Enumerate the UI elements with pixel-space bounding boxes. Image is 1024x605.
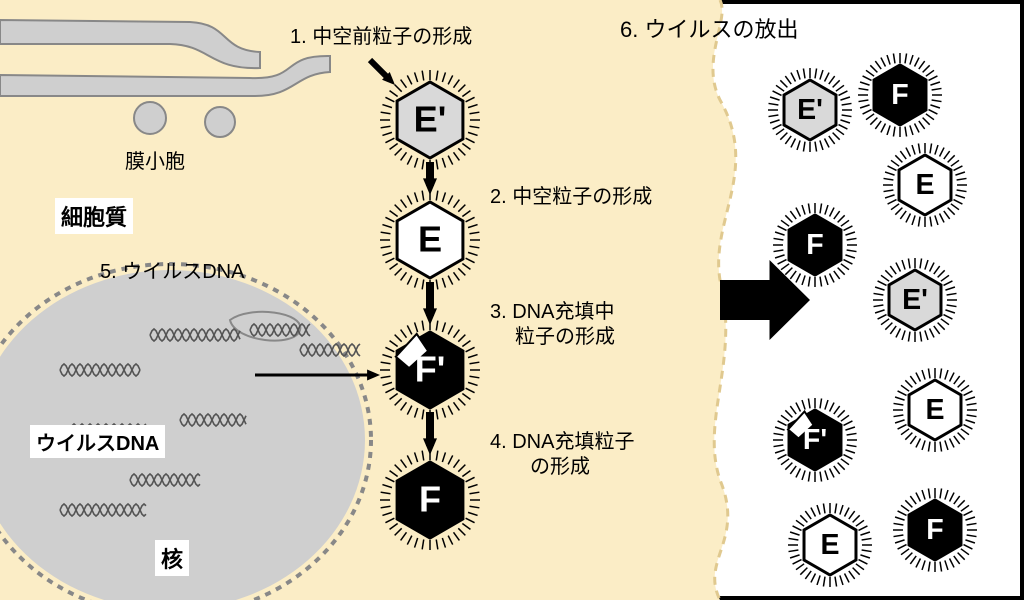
- virus-particle-Eprime: E': [873, 258, 957, 342]
- particle-label: F': [803, 424, 827, 456]
- label-step1: 1. 中空前粒子の形成: [290, 20, 472, 49]
- virus-particle-F: F: [773, 203, 857, 287]
- virus-particle-E: E: [893, 368, 977, 452]
- label-cytoplasm_label: 細胞質: [55, 198, 133, 234]
- particle-label: F: [419, 478, 441, 519]
- particle-label: F: [806, 229, 823, 261]
- particle-label: F: [891, 79, 908, 111]
- label-virus_dna_label: ウイルスDNA: [30, 425, 165, 458]
- label-step3b: 粒子の形成: [515, 320, 615, 349]
- label-step2: 2. 中空粒子の形成: [490, 180, 652, 209]
- virus-particle-Fprime: F': [773, 398, 857, 482]
- particle-label: E: [820, 529, 839, 561]
- virus-particle-F: F: [893, 488, 977, 572]
- particle-label: E': [797, 94, 823, 126]
- particle-label: E': [902, 284, 928, 316]
- virus-particle-E: E: [883, 143, 967, 227]
- particle-label: E': [414, 98, 447, 139]
- particle-label: E: [925, 394, 944, 426]
- label-step4b: の形成: [530, 450, 590, 479]
- vesicle: [205, 107, 235, 137]
- diagram-stage: E' E F' F E' F E F E' E F' E F 1. 中空前粒子の形成 2. 中空粒子の形成…: [0, 0, 1024, 600]
- vesicle: [134, 102, 166, 134]
- release-arrow: [720, 260, 810, 340]
- label-vesicle_label: 膜小胞: [125, 145, 185, 174]
- particle-label: F': [415, 348, 446, 389]
- virus-particle-E: E: [788, 503, 872, 587]
- label-step6: 6. ウイルスの放出: [620, 12, 798, 44]
- particle-label: E: [915, 169, 934, 201]
- virus-particle-Eprime: E': [768, 68, 852, 152]
- label-step5: 5. ウイルスDNA: [100, 255, 244, 284]
- virus-particle-F: F: [858, 53, 942, 137]
- label-nucleus_label: 核: [155, 540, 189, 576]
- particle-label: F: [926, 514, 943, 546]
- particle-label: E: [418, 218, 442, 259]
